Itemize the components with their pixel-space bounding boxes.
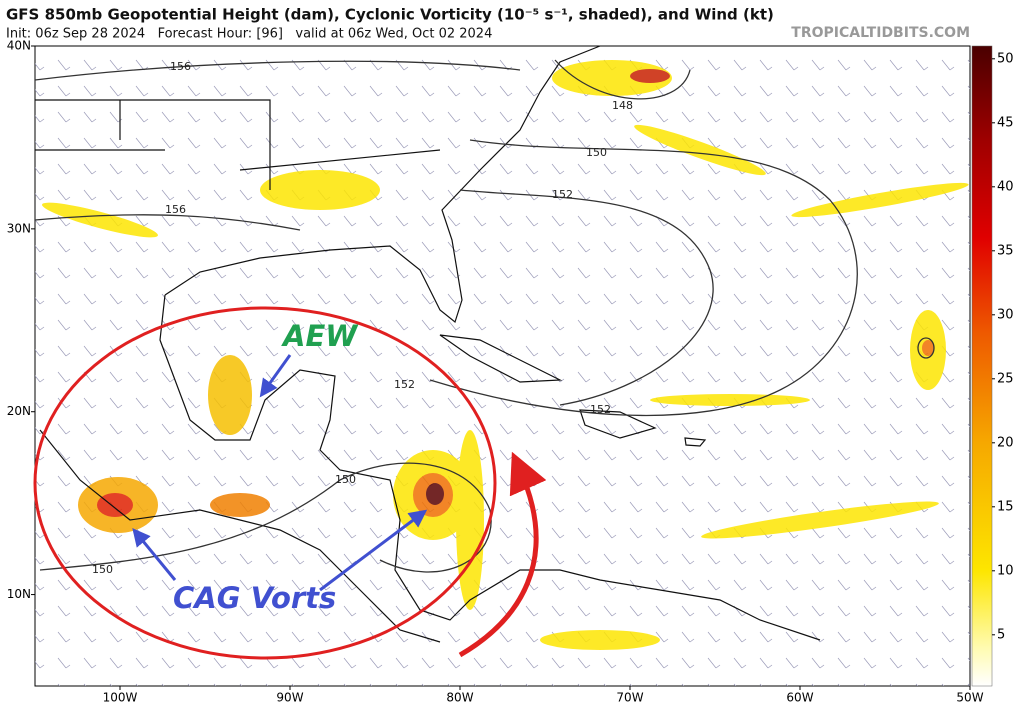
lon-label: 90W: [276, 691, 303, 705]
colorbar-label: 45: [997, 115, 1014, 130]
lon-label: 80W: [446, 691, 473, 705]
subtitle: Init: 06z Sep 28 2024 Forecast Hour: [96…: [6, 27, 492, 42]
annotation-cag: CAG Vorts: [173, 581, 336, 615]
lon-label: 70W: [616, 691, 643, 705]
coastlines: [35, 45, 821, 643]
colorbar-label: 35: [997, 243, 1014, 258]
colorbar-label: 40: [997, 179, 1014, 194]
blue-arrow: [259, 354, 292, 398]
contour-label: 150: [92, 563, 113, 576]
red-arrow: [458, 451, 547, 658]
colorbar-label: 15: [997, 499, 1014, 514]
colorbar-label: 50: [997, 51, 1014, 66]
contour-label: 148: [612, 99, 633, 112]
height-contours: [34, 59, 935, 573]
colorbar-label: 25: [997, 371, 1014, 386]
lat-label: 20N: [7, 404, 31, 418]
contour-label: 152: [394, 378, 415, 391]
colorbar: [971, 45, 993, 687]
lat-label: 40N: [7, 39, 31, 53]
colorbar-label: 10: [997, 563, 1014, 578]
annotation-aew: AEW: [281, 319, 359, 353]
blue-arrow: [132, 528, 177, 581]
colorbar-label: 30: [997, 307, 1014, 322]
colorbar-label: 5: [997, 627, 1005, 642]
lon-label: 50W: [956, 691, 983, 705]
title: GFS 850mb Geopotential Height (dam), Cyc…: [6, 6, 774, 24]
lat-label: 30N: [7, 221, 31, 235]
contour-label: 152: [552, 188, 573, 201]
wind-barbs: [35, 46, 970, 686]
blue-arrow: [319, 509, 428, 592]
contour-label: 152: [590, 403, 611, 416]
watermark: TROPICALTIDBITS.COM: [791, 25, 970, 41]
lon-label: 60W: [786, 691, 813, 705]
contour-label: 150: [586, 146, 607, 159]
contour-label: 156: [170, 60, 191, 73]
lat-label: 10N: [7, 587, 31, 601]
lon-label: 100W: [103, 691, 138, 705]
contour-label: 156: [165, 203, 186, 216]
colorbar-label: 20: [997, 435, 1014, 450]
annotation-overlay: AEW CAG Vorts: [33, 306, 547, 660]
map: 156 148 150 152 156 152 152 150 150 AEW …: [33, 45, 971, 687]
highlight-circle: [33, 306, 497, 660]
contour-label: 150: [335, 473, 356, 486]
